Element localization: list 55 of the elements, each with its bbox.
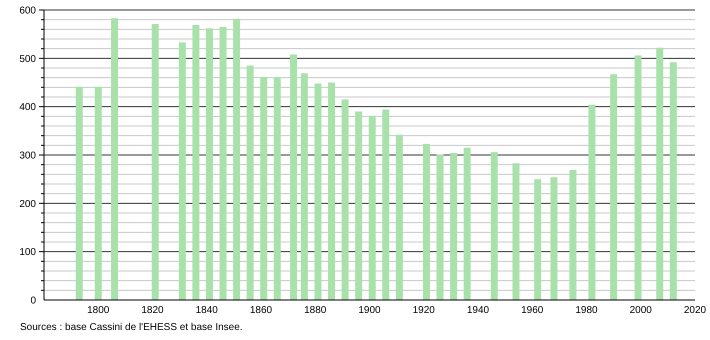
bar: [656, 48, 664, 300]
bar: [76, 86, 83, 300]
bar: [534, 179, 542, 300]
bar: [396, 134, 403, 300]
x-tick-label: 1860: [250, 305, 273, 316]
y-tick-label: 300: [19, 150, 36, 162]
y-tick-label: 200: [19, 198, 36, 210]
bar: [328, 82, 336, 300]
bar: [368, 116, 376, 300]
bar: [382, 110, 390, 300]
y-tick-label: 600: [19, 6, 36, 16]
y-tick-label: 0: [30, 296, 36, 306]
bar: [342, 99, 349, 300]
bar: [422, 144, 430, 300]
bar: [634, 55, 642, 300]
y-tick-label: 400: [19, 102, 36, 114]
bar: [610, 74, 618, 300]
x-tick-label: 1880: [304, 305, 327, 316]
bar: [490, 152, 498, 300]
x-tick-label: 2020: [684, 305, 707, 316]
bar: [220, 26, 227, 300]
bar: [178, 42, 186, 300]
bar: [206, 28, 213, 300]
bar: [274, 77, 281, 300]
x-tick-label: 1820: [141, 305, 164, 316]
bar: [94, 86, 102, 300]
bar: [550, 177, 558, 300]
bar: [588, 104, 596, 300]
bar: [450, 153, 458, 300]
bar: [670, 62, 677, 300]
x-tick-label: 1900: [358, 305, 382, 316]
bar: [569, 170, 576, 300]
bar: [111, 18, 118, 300]
x-tick-label: 1920: [412, 305, 436, 316]
bar: [260, 77, 268, 300]
x-tick-label: 1800: [87, 305, 110, 316]
x-tick-label: 1940: [466, 305, 490, 316]
bar: [192, 24, 200, 300]
bar: [290, 54, 298, 300]
bar: [233, 18, 240, 300]
y-tick-label: 500: [19, 54, 36, 65]
bar: [246, 66, 254, 300]
bar: [436, 154, 444, 300]
bar: [300, 73, 308, 300]
x-tick-label: 1840: [196, 305, 218, 316]
x-tick-label: 1980: [575, 305, 598, 316]
bar: [512, 163, 520, 300]
x-tick-label: 1960: [521, 305, 544, 316]
bar: [314, 83, 322, 300]
y-tick-label: 100: [19, 247, 36, 258]
bar: [152, 24, 159, 300]
bar: [355, 112, 362, 300]
bar: [464, 148, 471, 300]
x-tick-label: 2000: [630, 305, 652, 316]
source-note: Sources : base Cassini de l'EHESS et base Insee.: [20, 322, 243, 333]
